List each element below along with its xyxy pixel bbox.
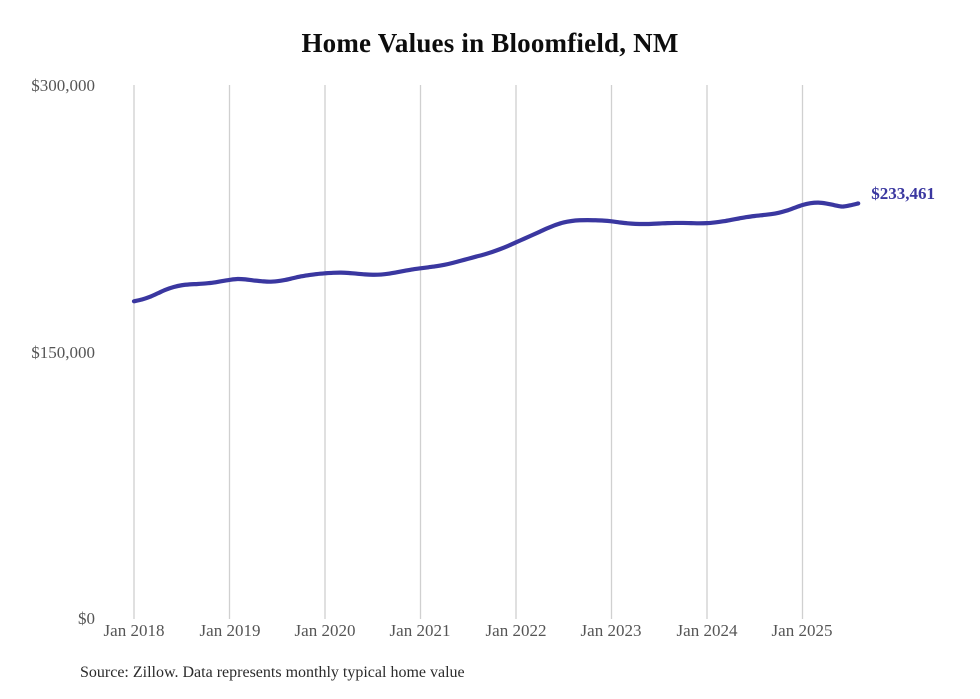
home-value-line <box>131 200 861 304</box>
page-title: Home Values in Bloomfield, NM <box>301 28 679 58</box>
gridlines <box>133 85 804 619</box>
y-tick-label-150000: $150,000 <box>31 343 95 362</box>
x-tick-label-jan-2024: Jan 2024 <box>676 621 738 640</box>
end-value-label: $233,461 <box>871 184 935 204</box>
source-note: Source: Zillow. Data represents monthly … <box>80 664 465 681</box>
x-tick-label-jan-2022: Jan 2022 <box>485 621 547 640</box>
x-tick-label-jan-2018: Jan 2018 <box>103 621 165 640</box>
x-tick-label-jan-2019: Jan 2019 <box>199 621 261 640</box>
y-tick-label-300000: $300,000 <box>31 76 95 95</box>
x-tick-label-jan-2023: Jan 2023 <box>580 621 642 640</box>
y-tick-label-0: $0 <box>78 609 95 628</box>
x-tick-label-jan-2025: Jan 2025 <box>771 621 833 640</box>
x-tick-label-jan-2020: Jan 2020 <box>294 621 356 640</box>
x-tick-label-jan-2021: Jan 2021 <box>389 621 451 640</box>
